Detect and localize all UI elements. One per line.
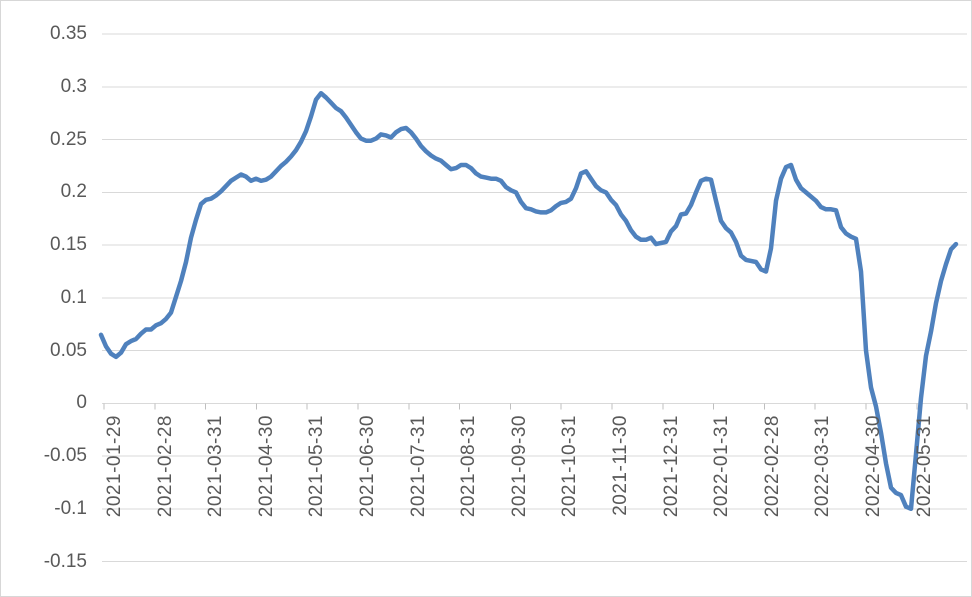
y-tick-label: 0.1 [60,286,87,308]
y-tick-label: -0.1 [54,497,87,519]
x-tick-label: 2022-05-31 [913,415,935,518]
x-tick-label: 2021-02-28 [154,415,176,518]
x-tick-label: 2021-07-31 [407,415,429,518]
x-tick-label: 2021-06-30 [357,415,378,518]
x-tick-label: 2022-04-30 [863,415,884,518]
x-tick-label: 2022-03-31 [812,415,834,518]
x-tick-label: 2021-01-29 [104,415,125,518]
y-tick-label: 0.2 [60,181,87,203]
x-tick-label: 2022-01-31 [711,415,733,518]
x-tick-label: 2021-04-30 [255,415,277,518]
data-series-line [98,90,959,512]
x-tick-label: 2021-09-30 [508,415,530,518]
x-tick-label: 2021-08-31 [458,415,480,518]
y-tick-label: -0.05 [43,445,87,466]
x-tick-label: 2021-12-31 [660,415,682,518]
y-tick-label: 0 [76,392,87,414]
gridlines [102,33,967,562]
x-tick-label: 2021-05-31 [306,415,328,518]
x-tick-label: 2022-02-28 [761,415,783,518]
x-tick-label: 2021-10-31 [559,415,581,518]
x-tick-label: 2021-03-31 [205,415,227,518]
y-tick-label: 0.35 [50,23,87,45]
y-tick-label: 0.05 [50,339,87,361]
y-tick-label: 0.25 [50,128,87,150]
y-tick-label: 0.3 [60,75,87,97]
x-tick-label: 2021-11-30 [610,415,631,516]
y-tick-label: 0.15 [50,234,87,256]
y-tick-label: -0.15 [43,550,87,572]
x-axis-tick-marks [103,403,968,410]
